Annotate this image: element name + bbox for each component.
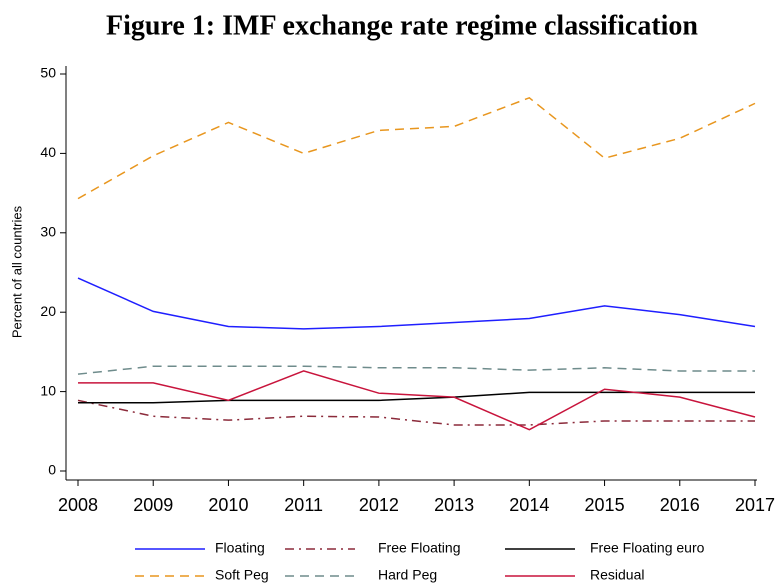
x-tick-label: 2009 (133, 495, 173, 515)
x-tick-label: 2014 (509, 495, 549, 515)
x-tick-label: 2011 (284, 495, 323, 515)
series-line (77, 277, 756, 330)
y-tick-label: 40 (40, 144, 56, 160)
y-tick-label: 30 (40, 224, 56, 240)
x-tick-label: 2013 (434, 495, 474, 515)
legend-label: Floating (215, 540, 265, 556)
x-tick-label: 2012 (359, 495, 399, 515)
legend-label: Soft Peg (215, 567, 269, 583)
x-tick-label: 2010 (208, 495, 248, 515)
x-tick-label: 2008 (58, 495, 98, 515)
x-tick-label: 2016 (660, 495, 700, 515)
y-axis-label: Percent of all countries (9, 205, 24, 338)
chart-title: Figure 1: IMF exchange rate regime class… (106, 10, 698, 41)
series-line (77, 365, 755, 375)
series-line (77, 96, 756, 200)
legend-label: Residual (590, 567, 644, 583)
y-tick-label: 50 (40, 65, 56, 81)
series-line (78, 370, 756, 431)
legend-label: Free Floating euro (590, 540, 705, 556)
x-tick-label: 2017 (735, 495, 775, 515)
y-tick-label: 20 (40, 303, 56, 319)
y-tick-label: 10 (40, 382, 56, 398)
legend-label: Hard Peg (378, 567, 437, 583)
y-tick-label: 0 (48, 462, 56, 478)
legend-label: Free Floating (378, 540, 460, 556)
series-line (78, 391, 755, 404)
series-line (77, 399, 755, 426)
x-tick-label: 2015 (585, 495, 625, 515)
